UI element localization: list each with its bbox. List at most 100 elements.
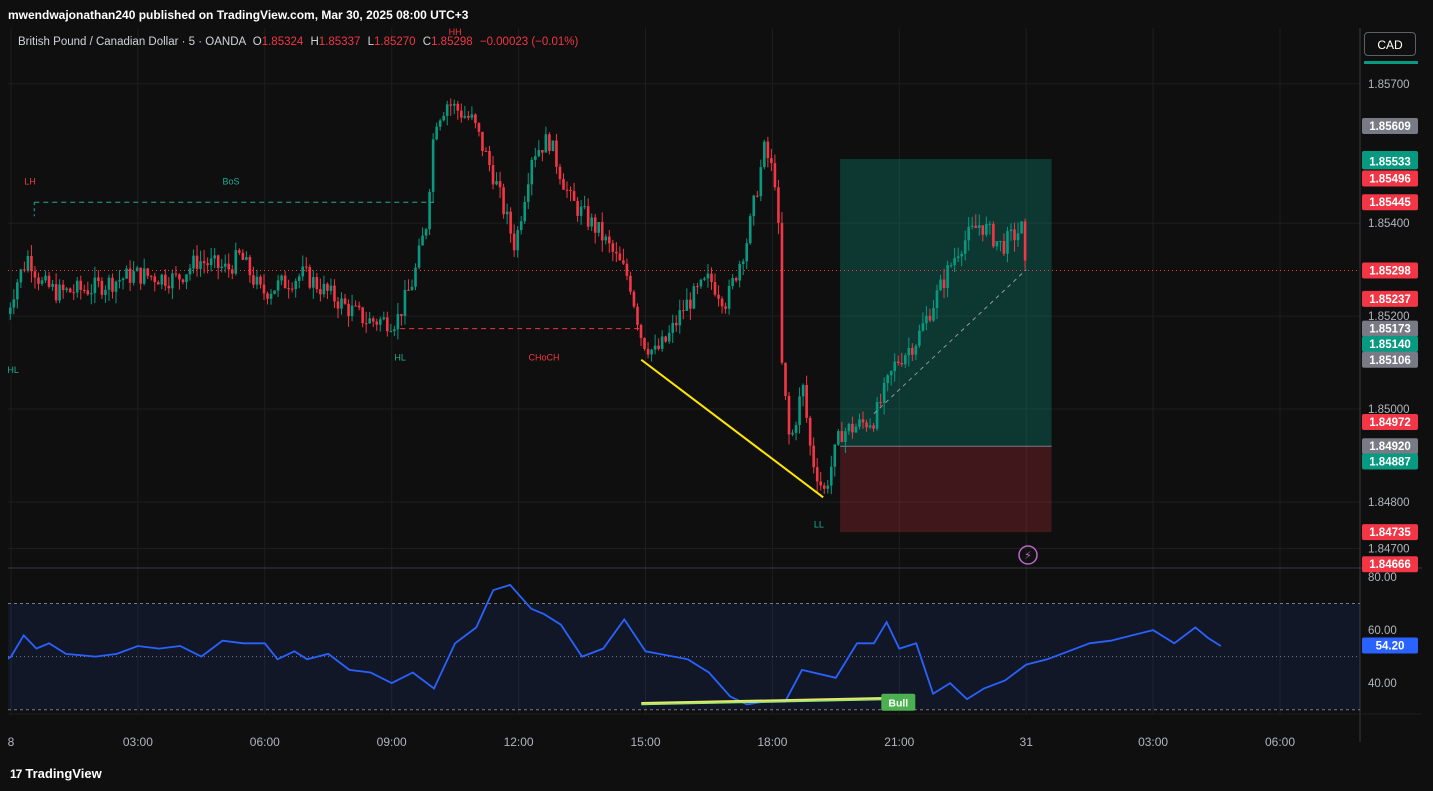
price-tick-label: 1.84700 (1368, 543, 1410, 555)
candle-body (128, 268, 132, 283)
candle-body (956, 256, 960, 259)
candle-body (611, 243, 615, 252)
candle-body (569, 189, 572, 192)
candle-body (738, 263, 741, 281)
candle-body (861, 419, 865, 423)
candle-body (255, 276, 259, 285)
candle-body (93, 277, 97, 294)
currency-button[interactable]: CAD (1364, 32, 1416, 56)
candle-body (146, 268, 150, 276)
candle-body (463, 115, 467, 118)
candle-body (650, 349, 653, 355)
candle-body (770, 158, 773, 164)
structure-label-lh: LH (24, 177, 36, 187)
candle-body (837, 431, 840, 445)
candle-body (579, 206, 583, 216)
chart-area[interactable]: HH LH BoS HL CHoCH HL LL ⚡ 1.85700 1.85400 1.85200… (8, 28, 1422, 756)
candle-body (787, 395, 791, 435)
open-value: 1.85324 (261, 36, 304, 48)
candle-body (963, 240, 967, 254)
tradingview-brand: TradingView (25, 766, 102, 781)
price-label-badge (1362, 351, 1418, 368)
candle-body (763, 141, 766, 168)
candle-body (534, 156, 537, 160)
candle-body (319, 289, 322, 295)
candle-body (456, 103, 460, 111)
candle-body (188, 268, 192, 275)
candle-body (896, 361, 900, 363)
candle-body (139, 267, 142, 284)
trendline (640, 358, 824, 499)
candle-body (1016, 233, 1020, 241)
candle-body (488, 151, 491, 166)
candle-body (375, 321, 379, 325)
candle-body (555, 140, 558, 167)
candle-body (410, 286, 414, 291)
candle-body (16, 282, 19, 300)
candle-body (858, 419, 861, 427)
candle-body (981, 225, 985, 235)
candle-body (928, 315, 932, 321)
candle-body (939, 279, 942, 291)
price-label-badge (1362, 453, 1418, 470)
candle-body (829, 466, 833, 486)
candle-body (872, 425, 875, 429)
candle-body (386, 317, 389, 332)
candle-body (759, 167, 763, 197)
candle-body (354, 305, 357, 307)
price-label-text: 1.84920 (1369, 441, 1411, 453)
candle-body (336, 301, 340, 309)
symbol-name: British Pound / Canadian Dollar · 5 · OA… (18, 36, 246, 48)
candle-body (357, 305, 361, 308)
candle-body (1002, 241, 1006, 254)
candle-body (674, 322, 678, 326)
candle-body (262, 284, 266, 294)
candle-body (467, 115, 470, 118)
candle-body (974, 225, 978, 229)
candle-body (44, 275, 47, 281)
candle-body (615, 251, 618, 254)
candle-body (865, 422, 868, 428)
candle-body (819, 481, 823, 486)
candle-body (812, 445, 815, 468)
price-label-text: 1.85496 (1369, 174, 1411, 186)
candle-body (149, 275, 153, 277)
candle-body (671, 322, 675, 333)
price-label-text: 1.85445 (1369, 197, 1411, 209)
structure-label-hl: HL (8, 365, 19, 375)
symbol-legend: British Pound / Canadian Dollar · 5 · OA… (18, 36, 578, 48)
candle-body (283, 275, 287, 289)
time-tick-label: 06:00 (250, 735, 280, 749)
price-tick-label: 1.85400 (1368, 218, 1410, 230)
candle-body (234, 250, 238, 274)
candle-body (37, 277, 40, 284)
candle-body (988, 223, 992, 225)
candle-body (213, 255, 216, 259)
candle-body (26, 255, 30, 271)
candle-body (918, 330, 921, 346)
candle-body (79, 280, 83, 290)
time-tick-label: 8 (8, 735, 15, 749)
candle-body (290, 288, 294, 290)
candle-body (516, 230, 519, 251)
price-label-text: 1.85237 (1369, 294, 1411, 306)
price-label-text: 1.84887 (1369, 457, 1411, 469)
candle-body (526, 184, 530, 202)
candle-body (523, 201, 527, 222)
tradingview-logo-icon: 17 (10, 767, 22, 781)
candle-body (530, 159, 534, 185)
candle-body (396, 314, 400, 330)
tradingview-logo[interactable]: 17 TradingView (10, 766, 102, 781)
candle-body (90, 293, 93, 295)
candle-body (875, 402, 879, 429)
candle-body (689, 299, 692, 309)
price-label-badge (1362, 153, 1418, 170)
candle-body (632, 291, 636, 307)
candle-body (65, 288, 68, 291)
candle-body (417, 245, 421, 268)
candle-body (111, 277, 114, 292)
candle-body (590, 217, 593, 227)
candle-body (216, 255, 220, 268)
candle-body (935, 290, 939, 309)
